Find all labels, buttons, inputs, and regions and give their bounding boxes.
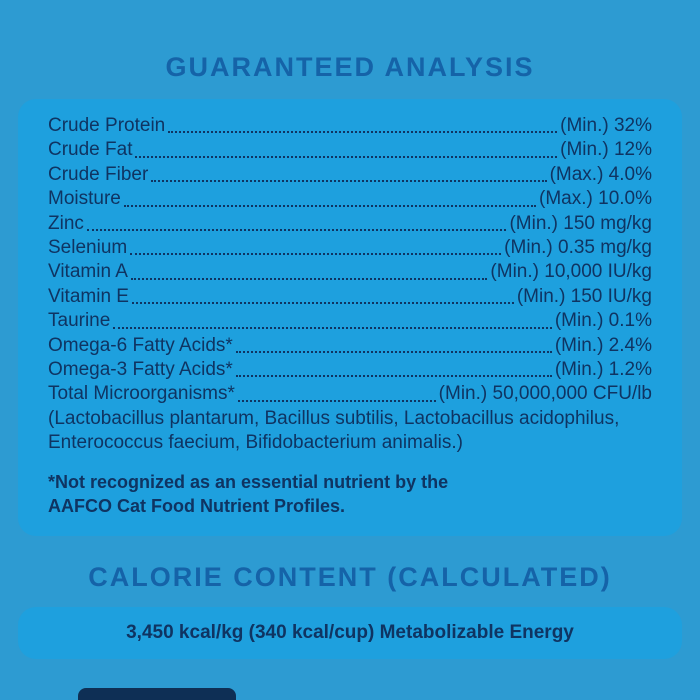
dotted-leader [113,326,552,329]
nutrient-value: (Min.) 1.2% [554,359,652,381]
nutrient-name: Selenium [48,237,128,259]
nutrient-name: Omega-3 Fatty Acids* [48,359,233,381]
analysis-row: Total Microorganisms* (Min.) 50,000,000 C… [48,382,652,406]
nutrient-value: (Min.) 0.1% [554,310,652,332]
analysis-row: Moisture (Max.) 10.0% [48,187,652,211]
nutrient-value: (Min.) 150 mg/kg [509,212,652,234]
nutrient-name: Crude Fat [48,139,133,161]
dotted-leader [235,375,552,378]
nutrient-value: (Min.) 12% [560,139,652,161]
nutrient-name: Vitamin E [48,285,129,307]
nutrient-value: (Min.) 2.4% [554,334,652,356]
analysis-row: Crude Protein (Min.) 32% [48,114,652,138]
dotted-leader [86,229,507,232]
nutrient-value: (Max.) 4.0% [549,163,652,185]
calorie-energy-text: 3,450 kcal/kg (340 kcal/cup) Metabolizab… [126,621,574,643]
nutrient-value: (Min.) 0.35 mg/kg [504,237,652,259]
analysis-row: Zinc (Min.) 150 mg/kg [48,212,652,236]
dotted-leader [235,351,552,354]
calorie-content-panel: 3,450 kcal/kg (340 kcal/cup) Metabolizab… [18,606,682,659]
footnote-line-2: AAFCO Cat Food Nutrient Profiles. [48,495,345,516]
nutrient-value: (Max.) 10.0% [539,188,652,210]
nutrient-name: Omega-6 Fatty Acids* [48,334,233,356]
dotted-leader [130,253,502,256]
nutrient-name: Zinc [48,212,84,234]
nutrient-name: Taurine [48,310,111,332]
dotted-leader [131,302,514,305]
analysis-row: Omega-6 Fatty Acids* (Min.) 2.4% [48,334,652,358]
dotted-leader [130,277,488,280]
nutrient-name: Crude Fiber [48,163,149,185]
analysis-rows: Crude Protein (Min.) 32% Crude Fat (Min.) 1… [48,114,652,407]
nutrient-name: Total Microorganisms* [48,383,235,405]
analysis-row: Omega-3 Fatty Acids* (Min.) 1.2% [48,358,652,382]
nutrient-name: Crude Protein [48,115,166,136]
dotted-leader [151,180,547,183]
footnote-line-1: *Not recognized as an essential nutrient… [48,471,449,492]
analysis-row: Vitamin A (Min.) 10,000 IU/kg [48,260,652,284]
microorganisms-detail: (Lactobacillus plantarum, Bacillus subti… [48,407,620,454]
guaranteed-analysis-title: GUARANTEED ANALYSIS [165,52,535,82]
analysis-row: Crude Fat (Min.) 12% [48,138,652,162]
nutrient-value: (Min.) 32% [560,115,652,136]
bottom-partial-graphic [78,688,236,700]
aafco-footnote: *Not recognized as an essential nutrient… [48,470,652,518]
nutrient-value: (Min.) 150 IU/kg [516,285,652,307]
nutrient-value: (Min.) 50,000,000 CFU/lb [438,383,652,405]
analysis-row: Selenium (Min.) 0.35 mg/kg [48,236,652,260]
guaranteed-analysis-panel: Crude Protein (Min.) 32% Crude Fat (Min.) 1… [18,99,682,536]
analysis-row: Crude Fiber (Max.) 4.0% [48,163,652,187]
dotted-leader [135,155,558,158]
nutrient-name: Moisture [48,188,121,210]
dotted-leader [237,399,436,402]
dotted-leader [123,204,537,207]
calorie-content-title: CALORIE CONTENT (CALCULATED) [88,561,612,592]
dotted-leader [168,131,558,134]
nutrient-name: Vitamin A [48,261,128,283]
nutrient-value: (Min.) 10,000 IU/kg [490,261,652,283]
analysis-row: Taurine (Min.) 0.1% [48,309,652,333]
analysis-row: Vitamin E (Min.) 150 IU/kg [48,285,652,309]
